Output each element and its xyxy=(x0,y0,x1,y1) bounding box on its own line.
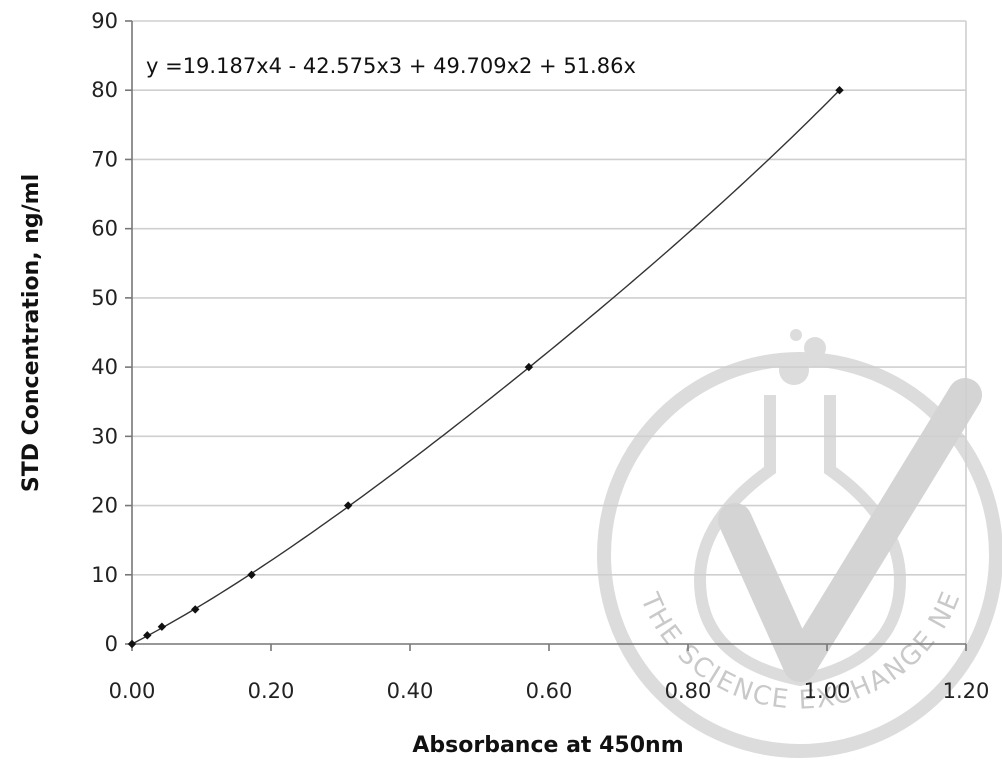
data-point-7 xyxy=(524,362,534,372)
x-tick-label-0.40: 0.40 xyxy=(387,679,434,703)
data-points xyxy=(127,86,844,649)
data-point-3 xyxy=(157,622,167,631)
watermark-checkmark xyxy=(718,378,982,682)
y-tick-label-80: 80 xyxy=(91,78,118,102)
tick-labels: 0 10 20 30 40 50 60 70 80 90 0.00 0.20 0.40 0.60 0.80 1… xyxy=(91,9,989,703)
y-tick-label-90: 90 xyxy=(91,9,118,33)
data-point-4 xyxy=(191,605,200,614)
y-tick-label-70: 70 xyxy=(91,147,118,171)
y-tick-label-20: 20 xyxy=(91,494,118,518)
y-tick-label-0: 0 xyxy=(105,632,118,656)
x-tick-label-0.60: 0.60 xyxy=(526,679,573,703)
x-tick-label-0.20: 0.20 xyxy=(248,679,295,703)
watermark-outer-ring xyxy=(597,352,1002,758)
data-point-2 xyxy=(143,631,152,640)
watermark-bubble-small xyxy=(790,329,802,341)
data-point-5 xyxy=(247,570,256,579)
gridlines xyxy=(132,20,967,644)
y-tick-label-40: 40 xyxy=(91,355,118,379)
data-point-6 xyxy=(343,501,353,510)
x-tick-label-0.80: 0.80 xyxy=(665,679,712,703)
y-tick-label-50: 50 xyxy=(91,286,118,310)
y-tick-label-60: 60 xyxy=(91,217,118,241)
x-axis-title: Absorbance at 450nm xyxy=(412,733,683,758)
x-tick-label-1.00: 1.00 xyxy=(804,679,851,703)
x-tick-label-0.00: 0.00 xyxy=(109,679,156,703)
trendline-equation: y =19.187x4 - 42.575x3 + 49.709x2 + 51.8… xyxy=(146,54,636,78)
y-tick-label-30: 30 xyxy=(91,424,118,448)
axes xyxy=(125,20,967,651)
data-point-8 xyxy=(835,86,844,95)
data-point-1 xyxy=(127,639,137,649)
y-tick-label-10: 10 xyxy=(91,563,118,587)
y-axis-title: STD Concentration, ng/ml xyxy=(19,174,44,492)
x-tick-label-1.20: 1.20 xyxy=(943,679,990,703)
